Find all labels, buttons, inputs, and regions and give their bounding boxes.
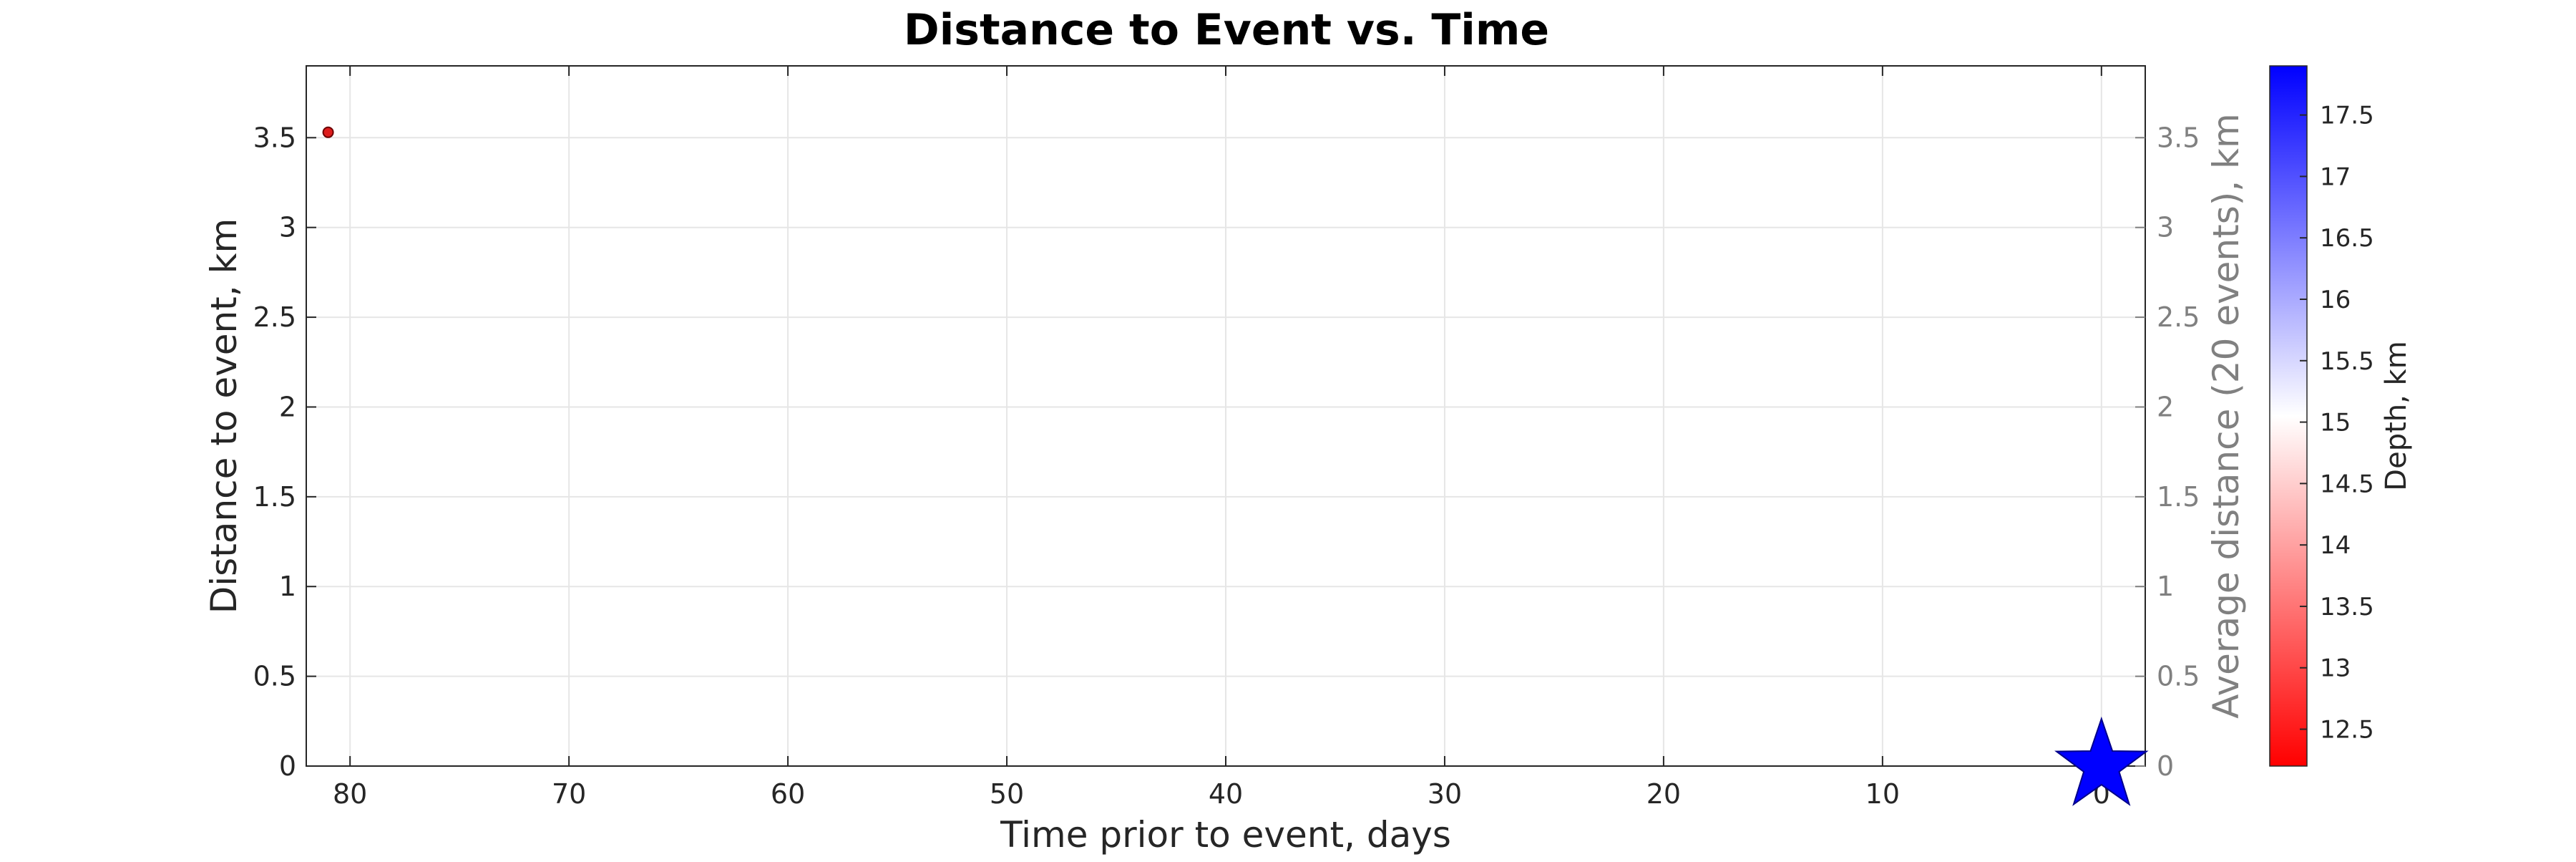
right-y-axis-ticks: 0 0.5 1 1.5 2 2.5 3 3.5: [2135, 122, 2200, 782]
right-y-tick-label: 0: [2157, 750, 2174, 782]
right-y-tick-label: 0.5: [2157, 661, 2200, 692]
left-y-tick-label: 2.5: [253, 301, 296, 333]
left-y-tick-label: 3: [279, 212, 296, 243]
right-y-axis-label: Average distance (20 events), km: [2205, 113, 2247, 718]
grid-lines: [306, 66, 2145, 767]
x-tick-label: 30: [1428, 778, 1462, 810]
mainshock-star-marker: [2054, 716, 2149, 806]
colorbar-label: Depth, km: [2380, 341, 2413, 490]
right-y-tick-label: 2: [2157, 391, 2174, 422]
x-tick-label: 60: [771, 778, 805, 810]
right-y-tick-label: 3: [2157, 212, 2174, 243]
x-axis-ticks: 80 70 60 50 40 30 20 10 0: [333, 66, 2110, 810]
left-y-tick-label: 0: [279, 750, 296, 782]
left-y-tick-label: 3.5: [253, 122, 296, 153]
chart-title: Distance to Event vs. Time: [904, 5, 1549, 55]
x-tick-label: 80: [333, 778, 367, 810]
left-y-tick-label: 1.5: [253, 481, 296, 513]
right-y-tick-label: 1.5: [2157, 481, 2200, 513]
colorbar-tick-label: 15: [2320, 409, 2351, 437]
right-y-tick-label: 2.5: [2157, 301, 2200, 333]
right-y-tick-label: 3.5: [2157, 122, 2200, 153]
left-y-axis-label: Distance to event, km: [203, 218, 245, 614]
colorbar-tick-label: 13: [2320, 654, 2351, 683]
x-tick-label: 40: [1209, 778, 1243, 810]
data-point: [322, 126, 334, 138]
colorbar-tick-label: 15.5: [2320, 347, 2374, 376]
x-tick-label: 10: [1865, 778, 1900, 810]
colorbar-tick-label: 17: [2320, 163, 2351, 191]
left-y-tick-label: 1: [279, 571, 296, 602]
colorbar-tick-label: 16.5: [2320, 224, 2374, 253]
colorbar-tick-label: 14.5: [2320, 470, 2374, 498]
x-tick-label: 70: [552, 778, 586, 810]
colorbar: [2269, 65, 2308, 767]
right-y-tick-label: 1: [2157, 571, 2174, 602]
colorbar-tick-label: 16: [2320, 286, 2351, 314]
x-tick-label: 50: [990, 778, 1024, 810]
colorbar-tick-label: 12.5: [2320, 716, 2374, 745]
x-tick-label: 20: [1646, 778, 1681, 810]
colorbar-ticks: 12.5 13 13.5 14 14.5 15 15.5 16 16.5 17 17.5: [2300, 102, 2374, 745]
x-axis-label: Time prior to event, days: [1000, 814, 1451, 856]
data-points: [322, 126, 2149, 806]
colorbar-tick-label: 14: [2320, 531, 2351, 560]
left-y-tick-label: 2: [279, 391, 296, 422]
colorbar-tick-label: 13.5: [2320, 593, 2374, 621]
left-y-axis-ticks: 0 0.5 1 1.5 2 2.5 3 3.5: [253, 122, 316, 782]
colorbar-tick-label: 17.5: [2320, 102, 2374, 130]
left-y-tick-label: 0.5: [253, 661, 296, 692]
